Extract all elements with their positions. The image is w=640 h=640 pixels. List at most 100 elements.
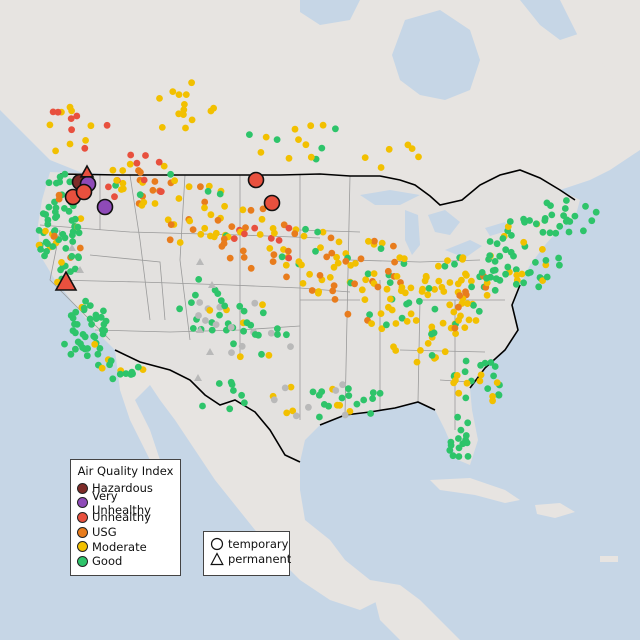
monitor-point: [302, 225, 309, 233]
monitor-point: [167, 170, 175, 178]
monitor-points: [35, 79, 600, 460]
monitor-point: [71, 265, 79, 273]
monitor-point: [563, 197, 570, 204]
monitor-point: [96, 345, 104, 352]
monitor-point: [543, 273, 551, 281]
monitor-point: [298, 261, 305, 269]
monitor-point: [491, 363, 499, 370]
monitor-point: [462, 357, 470, 365]
monitor-point: [463, 271, 470, 279]
monitor-point: [532, 259, 539, 266]
monitor-point: [345, 392, 353, 399]
legend-row-temporary: temporary: [210, 537, 288, 552]
monitor-point: [81, 333, 89, 341]
monitor-point: [541, 217, 549, 224]
monitor-point: [270, 251, 278, 259]
monitor-point: [75, 229, 83, 237]
monitor-point: [412, 317, 420, 324]
monitor-point: [338, 394, 346, 402]
monitor-point: [273, 136, 281, 144]
monitor-point: [68, 126, 75, 134]
monitor-point: [67, 350, 75, 358]
monitor-point: [196, 299, 204, 306]
monitor-point: [367, 410, 374, 417]
monitor-point: [284, 247, 292, 255]
triangle-icon: [210, 552, 224, 565]
monitor-point: [275, 237, 283, 244]
monitor-point: [75, 254, 82, 262]
monitor-point: [391, 258, 398, 266]
monitor-point: [306, 270, 313, 278]
monitor-point: [151, 178, 159, 185]
monitor-point: [283, 273, 290, 281]
monitor-point: [175, 195, 183, 202]
monitor-point: [56, 173, 64, 181]
hudson-bay: [392, 10, 480, 100]
monitor-point: [463, 379, 471, 387]
monitor-point: [328, 249, 336, 257]
monitor-point: [331, 296, 339, 303]
legend-row-permanent: permanent: [210, 552, 291, 567]
monitor-point: [320, 401, 328, 408]
monitor-point: [208, 326, 216, 334]
monitor-point: [441, 262, 449, 270]
monitor-point: [216, 311, 223, 319]
monitor-point: [424, 340, 432, 347]
monitor-point: [493, 379, 501, 386]
monitor-point: [513, 271, 521, 279]
monitor-point: [520, 238, 528, 246]
monitor-point: [271, 229, 278, 237]
monitor-point: [258, 350, 265, 358]
monitor-point: [493, 240, 501, 248]
monitor-point: [67, 115, 75, 122]
monitor-point: [133, 159, 141, 167]
monitor-point: [196, 326, 204, 333]
monitor-point: [387, 295, 394, 303]
monitor-point: [72, 345, 79, 353]
monitor-point: [42, 227, 49, 235]
monitor-point: [175, 91, 183, 98]
monitor-point: [468, 277, 475, 285]
monitor-point: [274, 331, 281, 338]
legend-label: USG: [92, 525, 117, 540]
monitor-point: [51, 227, 58, 235]
monitor-point: [407, 310, 415, 318]
monitor-point: [398, 284, 406, 291]
monitor-point: [401, 289, 409, 297]
monitor-point: [342, 257, 350, 265]
monitor-point: [393, 273, 401, 280]
monitor-point: [262, 133, 270, 141]
monitor-point: [464, 300, 471, 307]
monitor-point: [259, 309, 267, 317]
monitor-point: [202, 317, 209, 324]
monitor-point: [211, 286, 219, 294]
monitor-point: [155, 158, 163, 166]
monitor-point: [520, 215, 527, 223]
monitor-point: [118, 186, 125, 193]
monitor-point: [450, 308, 458, 316]
monitor-point: [156, 95, 163, 102]
monitor-point: [526, 217, 533, 224]
monitor-point: [332, 387, 340, 394]
monitor-point: [495, 391, 503, 399]
monitor-point: [383, 321, 390, 329]
monitor-point: [45, 203, 53, 211]
monitor-point: [169, 88, 177, 95]
central-america: [370, 580, 460, 640]
monitor-point: [72, 329, 79, 337]
monitor-point: [300, 232, 308, 240]
monitor-point: [289, 407, 297, 415]
monitor-point: [101, 327, 109, 334]
monitor-point: [345, 385, 352, 393]
legend-label: Very Unhealthy: [92, 488, 151, 517]
monitor-point: [76, 244, 84, 252]
monitor-point: [486, 238, 494, 245]
monitor-point: [103, 121, 111, 129]
monitor-point: [512, 280, 520, 288]
monitor-point: [136, 191, 144, 199]
monitor-point: [451, 260, 458, 268]
monitor-point: [188, 116, 196, 124]
legend-title: Air Quality Index: [77, 464, 174, 478]
monitor-point: [228, 223, 236, 231]
monitor-point: [226, 405, 234, 413]
